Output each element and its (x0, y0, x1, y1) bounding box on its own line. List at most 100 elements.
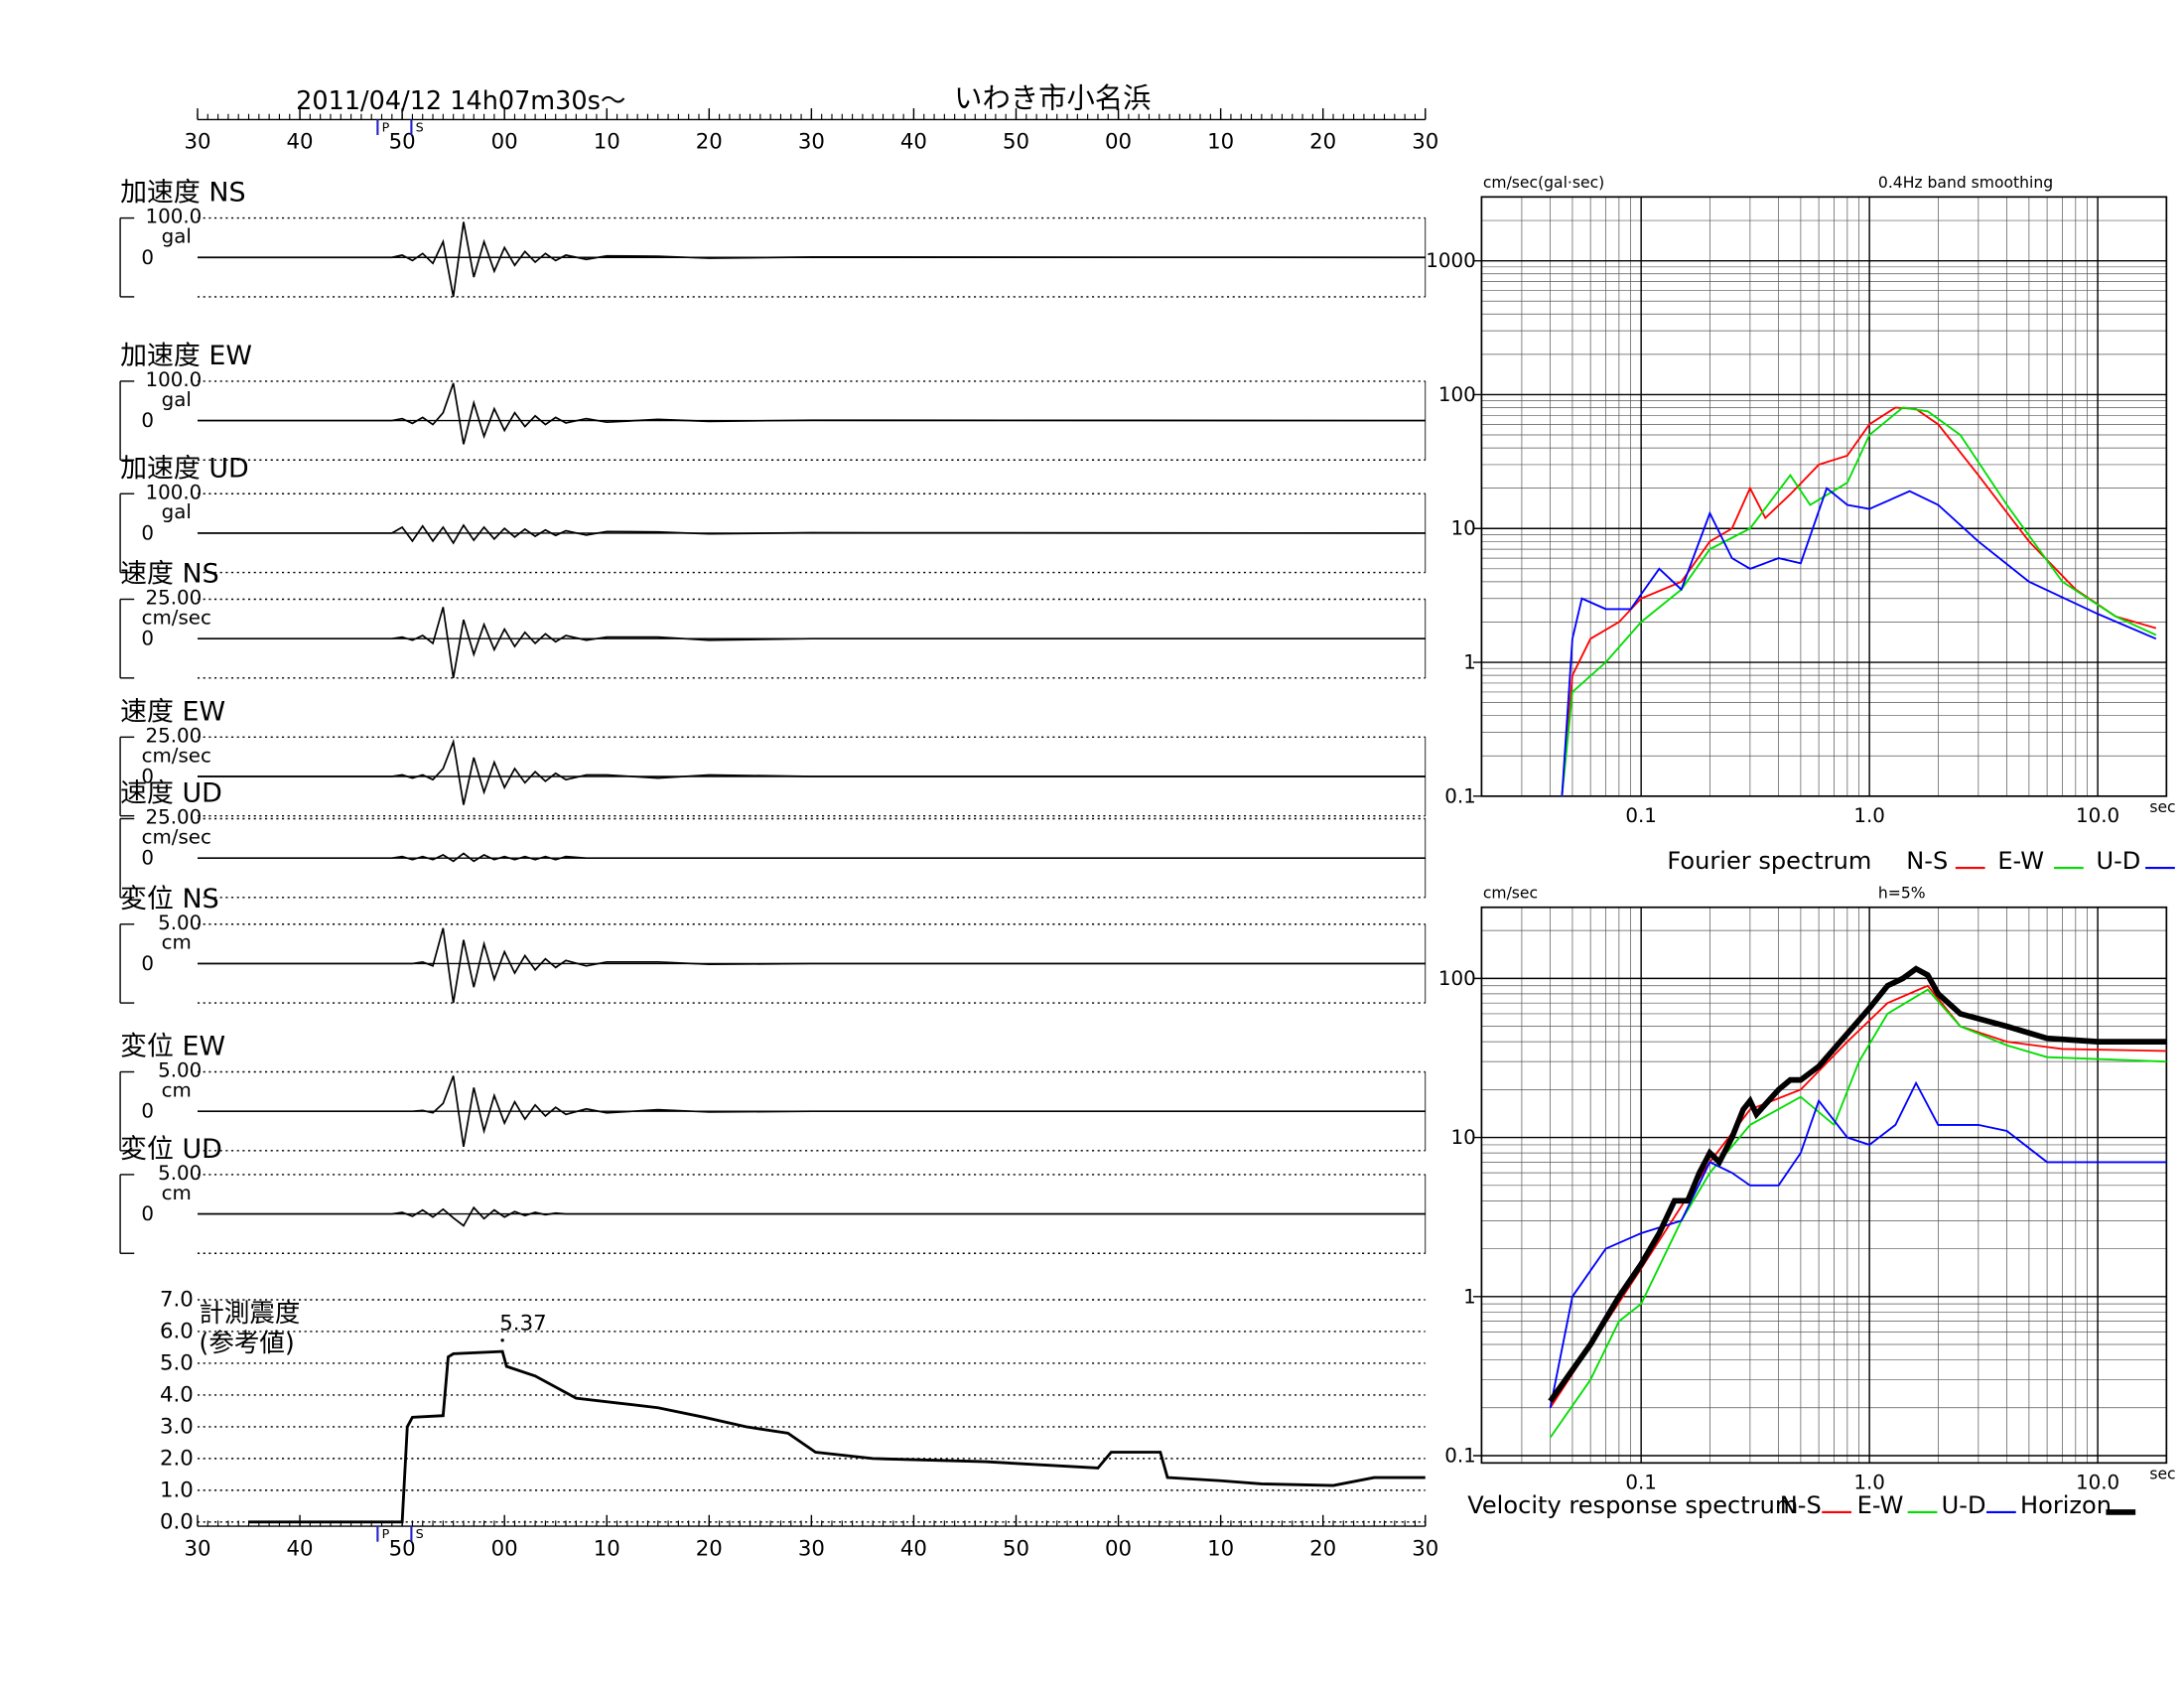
y-tick-label: 5.00 (158, 1059, 202, 1082)
y-tick-label: 2.0 (160, 1446, 194, 1471)
panel-label: 加速度 UD (120, 453, 249, 484)
x-tick-label: 1.0 (1853, 804, 1885, 827)
y-tick-label: 100 (1438, 383, 1476, 406)
spectrum-line (1561, 487, 2157, 796)
panel-label: 加速度 EW (120, 341, 252, 371)
trace (198, 852, 1426, 863)
x-tick-label: 20 (696, 1536, 723, 1561)
legend-label: N-S (1906, 847, 1948, 875)
y-tick-label: 0 (141, 952, 154, 975)
panel-label: 変位 NS (120, 884, 219, 914)
unit-label: cm (162, 1078, 192, 1101)
y-tick-label: 0 (141, 246, 154, 269)
trace (198, 1075, 1426, 1148)
x-axis-label: sec (2149, 798, 2175, 816)
y-axis-label: cm/sec(gal·sec) (1483, 174, 1604, 192)
unit-label: cm/sec (142, 825, 211, 848)
trace (198, 927, 1426, 1004)
x-tick-label: 00 (1105, 1536, 1132, 1561)
y-tick-label: 100.0 (145, 206, 202, 228)
unit-label: cm/sec (142, 606, 211, 629)
x-tick-label: 30 (1412, 130, 1438, 155)
x-axis-label: sec (2149, 1466, 2175, 1483)
x-tick-label: 0.1 (1625, 1472, 1657, 1494)
annotation-dot (500, 1338, 504, 1342)
chart-title: (参考値) (199, 1329, 294, 1358)
legend-label: U-D (1942, 1491, 1986, 1519)
x-tick-label: 20 (1309, 130, 1336, 155)
x-tick-label: 40 (900, 1536, 927, 1561)
y-tick-label: 10 (1451, 1126, 1476, 1149)
x-tick-label: 40 (287, 130, 314, 155)
x-tick-label: 10 (594, 1536, 620, 1561)
x-tick-label: 0.1 (1625, 804, 1657, 827)
x-tick-label: 20 (696, 130, 723, 155)
y-tick-label: 0 (141, 409, 154, 432)
x-tick-label: 10.0 (2076, 804, 2119, 827)
unit-label: cm (162, 931, 192, 954)
x-tick-label: 50 (1003, 1536, 1029, 1561)
legend-title: Velocity response spectrum (1467, 1491, 1798, 1519)
y-tick-label: 1.0 (160, 1477, 194, 1502)
x-tick-label: 10.0 (2076, 1472, 2119, 1494)
x-tick-label: 30 (798, 130, 825, 155)
x-tick-label: 10 (1207, 130, 1234, 155)
trace (198, 382, 1426, 445)
trace (198, 738, 1426, 805)
y-tick-label: 0 (141, 521, 154, 544)
y-tick-label: 0 (141, 1100, 154, 1123)
legend-label: U-D (2097, 847, 2141, 875)
y-tick-label: 5.00 (158, 912, 202, 934)
spectrum-line (1561, 406, 2157, 796)
panel-label: 速度 NS (120, 559, 219, 590)
y-tick-label: 100.0 (145, 368, 202, 391)
y-tick-label: 0 (141, 1202, 154, 1225)
unit-label: cm/sec (142, 744, 211, 767)
unit-label: cm (162, 1182, 192, 1204)
x-tick-label: 30 (1412, 1536, 1438, 1561)
y-tick-label: 7.0 (160, 1288, 194, 1313)
spectrum-line (1548, 965, 2167, 1403)
trace (198, 523, 1426, 545)
panel-label: 加速度 NS (120, 178, 245, 209)
x-tick-label: 00 (491, 1536, 518, 1561)
unit-label: gal (162, 225, 192, 248)
x-tick-label: 00 (1105, 130, 1132, 155)
y-tick-label: 1 (1463, 1285, 1476, 1308)
trace (198, 1205, 1426, 1227)
y-tick-label: 25.00 (145, 587, 202, 610)
plot-frame (1480, 906, 2168, 1465)
y-tick-label: 0 (141, 628, 154, 650)
panel-label: 速度 EW (120, 696, 225, 727)
y-tick-label: 100.0 (145, 481, 202, 503)
y-tick-label: 10 (1451, 517, 1476, 540)
x-tick-label: 30 (184, 130, 210, 155)
y-tick-label: 4.0 (160, 1382, 194, 1407)
spectrum-line (1561, 406, 2157, 796)
y-tick-label: 0 (141, 847, 154, 870)
x-tick-label: 40 (900, 130, 927, 155)
x-tick-label: 20 (1309, 1536, 1336, 1561)
y-tick-label: 5.00 (158, 1162, 202, 1185)
station-title: いわき市小名浜 (954, 82, 1151, 115)
spectrum-line (1549, 988, 2167, 1439)
y-tick-label: 1000 (1426, 249, 1475, 272)
panel-label: 変位 UD (120, 1134, 222, 1165)
unit-label: gal (162, 388, 192, 411)
subtitle: 0.4Hz band smoothing (1878, 174, 2053, 192)
y-tick-label: 0.1 (1444, 1445, 1476, 1468)
x-tick-label: 30 (184, 1536, 210, 1561)
phase-label: S (416, 1527, 424, 1542)
x-tick-label: 10 (594, 130, 620, 155)
phase-label: P (382, 1527, 390, 1542)
spectrum-line (1549, 1080, 2167, 1408)
phase-label: S (416, 120, 424, 135)
legend-label: N-S (1780, 1491, 1822, 1519)
x-tick-label: 50 (1003, 130, 1029, 155)
x-tick-label: 00 (491, 130, 518, 155)
x-tick-label: 10 (1207, 1536, 1234, 1561)
y-tick-label: 0 (141, 766, 154, 788)
annotation: 5.37 (499, 1311, 546, 1336)
subtitle: h=5% (1878, 885, 1926, 903)
date-title: 2011/04/12 14h07m30s〜 (296, 86, 625, 116)
